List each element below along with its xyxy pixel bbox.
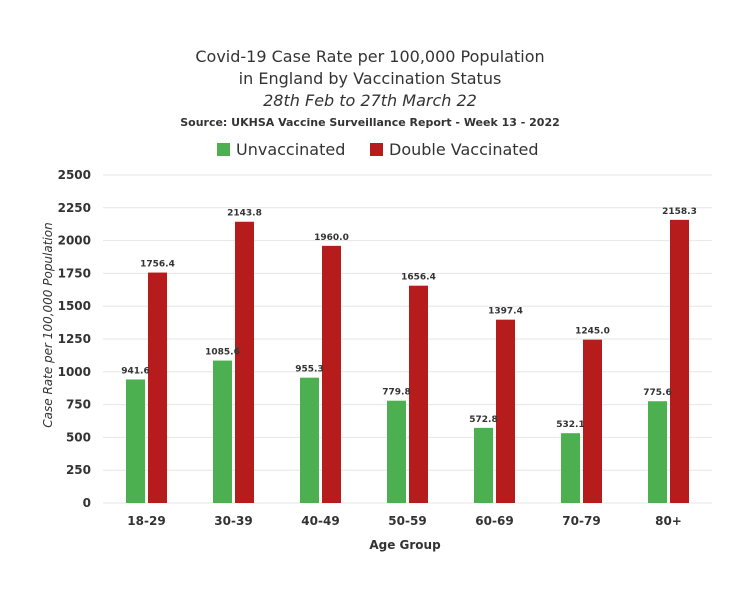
data-label-double-vaccinated: 2158.3	[662, 207, 697, 217]
data-label-unvaccinated: 941.6	[121, 366, 149, 376]
y-tick-label: 750	[66, 398, 91, 412]
y-tick-label: 2000	[58, 234, 91, 248]
bar-double-vaccinated	[322, 245, 341, 503]
y-tick-label: 2500	[58, 168, 91, 182]
data-label-unvaccinated: 775.6	[643, 388, 671, 398]
legend-swatch-double-vaccinated	[370, 143, 383, 156]
chart-source: Source: UKHSA Vaccine Surveillance Repor…	[180, 116, 560, 129]
data-label-unvaccinated: 955.3	[295, 365, 323, 375]
legend-swatch-unvaccinated	[217, 143, 230, 156]
y-tick-label: 1750	[58, 266, 91, 280]
y-tick-label: 0	[83, 496, 91, 510]
bar-double-vaccinated	[235, 221, 254, 503]
x-tick-label: 70-79	[562, 514, 600, 528]
data-label-unvaccinated: 1085.6	[205, 348, 240, 358]
y-tick-label: 2250	[58, 201, 91, 215]
x-tick-label: 40-49	[301, 514, 339, 528]
x-tick-label: 18-29	[127, 514, 165, 528]
x-tick-label: 50-59	[388, 514, 426, 528]
y-tick-label: 500	[66, 430, 91, 444]
data-label-double-vaccinated: 2143.8	[227, 209, 262, 219]
chart-legend: Unvaccinated Double Vaccinated	[217, 140, 539, 159]
bar-unvaccinated	[474, 427, 493, 503]
data-label-double-vaccinated: 1397.4	[488, 307, 523, 317]
chart-title-line-2: in England by Vaccination Status	[239, 69, 502, 88]
legend-label-unvaccinated: Unvaccinated	[236, 140, 345, 159]
bar-unvaccinated	[126, 379, 145, 503]
x-tick-label: 60-69	[475, 514, 513, 528]
bar-double-vaccinated	[496, 319, 515, 503]
bar-double-vaccinated	[409, 285, 428, 503]
data-label-double-vaccinated: 1656.4	[401, 273, 436, 283]
x-tick-label: 30-39	[214, 514, 252, 528]
bar-unvaccinated	[300, 377, 319, 503]
chart-title-line-1: Covid-19 Case Rate per 100,000 Populatio…	[195, 47, 544, 66]
data-label-unvaccinated: 532.1	[556, 420, 584, 430]
legend-label-double-vaccinated: Double Vaccinated	[389, 140, 539, 159]
chart-subtitle: 28th Feb to 27th March 22	[263, 91, 477, 110]
data-label-unvaccinated: 779.8	[382, 388, 410, 398]
bar-unvaccinated	[387, 400, 406, 503]
bar-unvaccinated	[213, 360, 232, 503]
bar-unvaccinated	[561, 433, 580, 503]
x-tick-label: 80+	[655, 514, 682, 528]
x-axis-title: Age Group	[369, 538, 441, 552]
y-tick-label: 1000	[58, 365, 91, 379]
y-tick-label: 1250	[58, 332, 91, 346]
data-label-double-vaccinated: 1245.0	[575, 327, 610, 337]
data-label-double-vaccinated: 1960.0	[314, 233, 349, 243]
y-axis-title: Case Rate per 100,000 Population	[41, 222, 55, 427]
y-tick-label: 1500	[58, 299, 91, 313]
bar-double-vaccinated	[583, 339, 602, 503]
y-tick-label: 250	[66, 463, 91, 477]
bar-double-vaccinated	[670, 219, 689, 503]
bar-double-vaccinated	[148, 272, 167, 503]
data-label-unvaccinated: 572.8	[469, 415, 497, 425]
data-label-double-vaccinated: 1756.4	[140, 260, 175, 270]
bar-unvaccinated	[648, 401, 667, 503]
